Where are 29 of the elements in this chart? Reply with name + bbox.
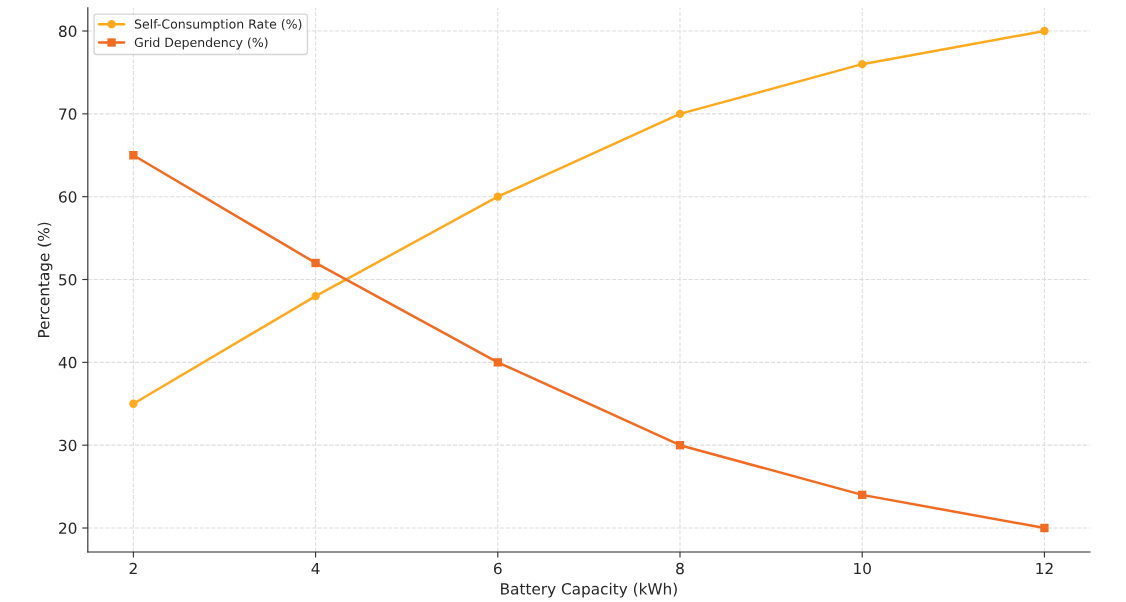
y-tick-label: 30 [59,439,77,452]
point [493,192,502,201]
y-tick-label: 70 [59,108,77,120]
point [1040,523,1049,533]
x-tick-label: 10 [854,562,871,575]
point [311,291,320,301]
x-tick-label: 4 [311,562,320,575]
y-tick-label: 60 [59,191,77,203]
x-tick-label: 2 [129,562,137,575]
point [858,59,867,69]
y-axis-title: Percentage (%) [37,222,53,338]
x-tick-label: 8 [676,562,684,575]
point [675,441,685,450]
point [1040,26,1049,36]
point [675,109,685,119]
y-tick-label: 80 [59,25,77,38]
x-tick-label: 12 [1036,562,1053,575]
y-tick-label: 50 [59,273,77,286]
x-tick-label: 6 [494,562,502,575]
legend-label: Grid Dependency (%) [134,37,268,50]
x-axis-title: Battery Capacity (kWh) [501,582,677,598]
legend-label: Self-Consumption Rate (%) [134,19,302,32]
point [858,490,867,500]
point [493,358,502,367]
y-tick-label: 20 [59,522,77,535]
point [129,151,138,160]
y-tick-label: 40 [58,356,77,369]
point [129,399,138,408]
point [311,258,320,268]
